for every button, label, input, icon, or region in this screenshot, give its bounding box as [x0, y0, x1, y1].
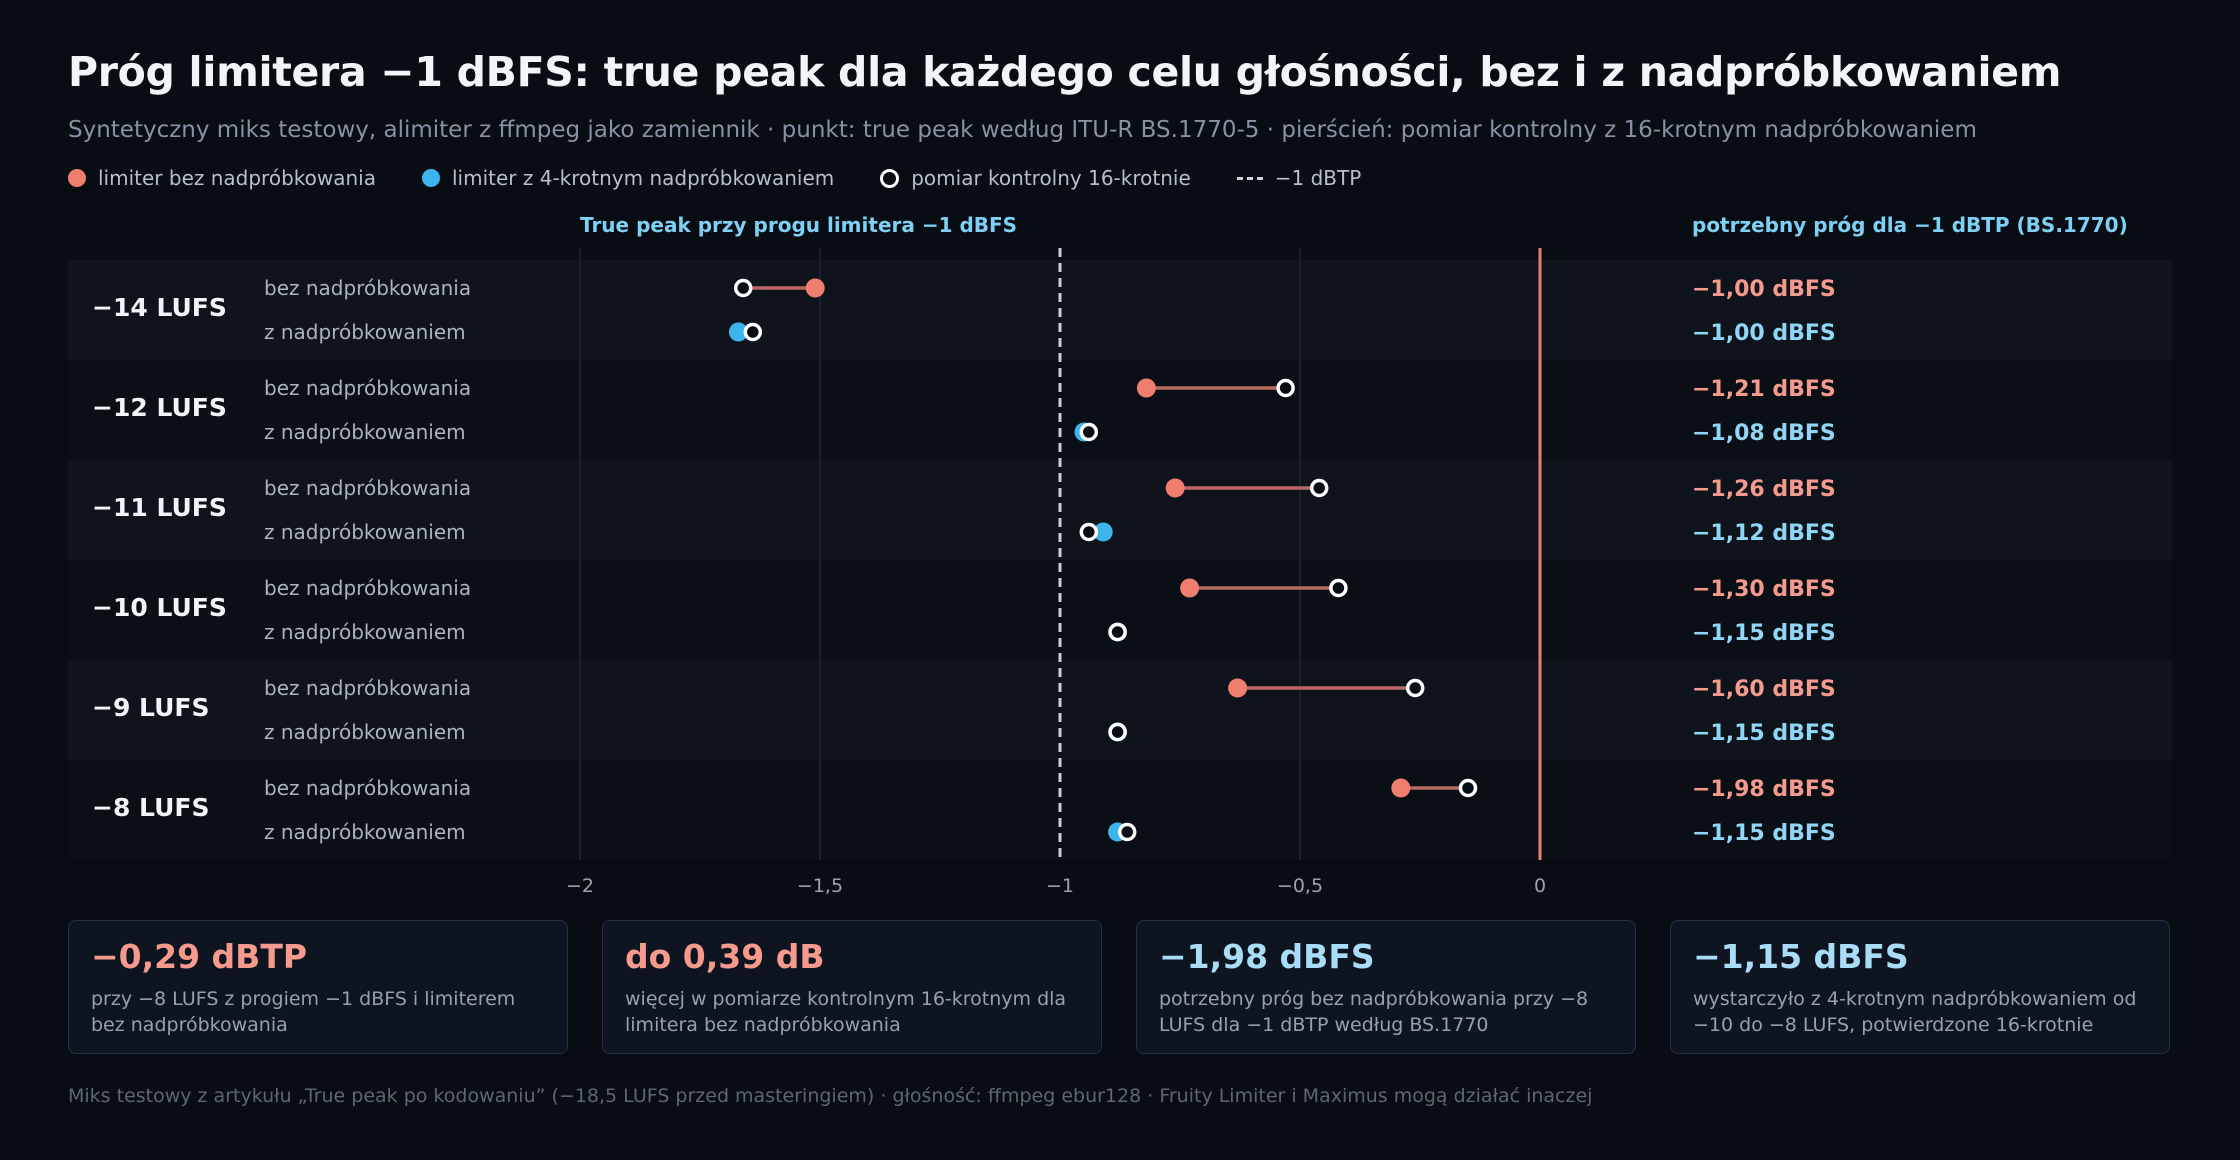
legend: limiter bez nadpróbkowania limiter z 4-k… [68, 165, 1407, 191]
group-bands [68, 260, 2172, 860]
true-peak-point-os4 [728, 322, 748, 342]
card-value: −0,29 dBTP [91, 937, 308, 976]
group-band [68, 360, 2172, 460]
needed-threshold-value: −1,21 dBFS [1692, 377, 1836, 402]
legend-swatch-no-os [68, 169, 86, 187]
chart-labels: −2 −1,5 −1 −0,5 0 −14 LUFS bez nadpróbkowania −… [92, 276, 1836, 897]
needed-threshold-value: −1,30 dBFS [1692, 577, 1836, 602]
row-label: bez nadpróbkowania [264, 376, 471, 400]
true-peak-point-no-os [1391, 778, 1411, 798]
summary-card-4: −1,15 dBFS wystarczyło z 4-krotnym nadpr… [1670, 920, 2170, 1054]
card-description: więcej w pomiarze kontrolnym 16-krotnym … [625, 988, 1067, 1036]
check16-ring [1309, 478, 1329, 498]
check16-ring [1405, 678, 1425, 698]
check16-ring [1079, 522, 1099, 542]
check16-ring [1108, 622, 1127, 642]
needed-threshold-value: −1,15 dBFS [1692, 821, 1836, 846]
check16-ring [733, 278, 753, 298]
page-subtitle: Syntetyczny miks testowy, alimiter z ffm… [68, 117, 1977, 143]
card-description: przy −8 LUFS z progiem −1 dBFS i limiter… [91, 988, 516, 1036]
chart-title: True peak przy progu limitera −1 dBFS [580, 213, 1018, 237]
row-label: z nadpróbkowaniem [264, 420, 466, 444]
true-peak-point-os4 [1093, 522, 1113, 542]
x-tick-label: 0 [1534, 875, 1546, 897]
group-band [68, 560, 2172, 660]
needed-threshold-value: −1,98 dBFS [1692, 777, 1836, 802]
summary-card-3: −1,98 dBFS potrzebny próg bez nadpróbkow… [1136, 920, 1636, 1054]
needed-threshold-value: −1,60 dBFS [1692, 677, 1836, 702]
check16-ring [1079, 422, 1099, 442]
legend-item-no-os: limiter bez nadpróbkowania [68, 166, 376, 190]
legend-item-check16: pomiar kontrolny 16-krotnie [880, 166, 1191, 190]
summary-card-1: −0,29 dBTP przy −8 LUFS z progiem −1 dBF… [68, 920, 568, 1054]
true-peak-point-no-os [805, 278, 825, 298]
check16-ring [1276, 378, 1295, 398]
needed-threshold-value: −1,15 dBFS [1692, 621, 1836, 646]
legend-item-ref: −1 dBTP [1236, 166, 1362, 190]
card-value: −1,98 dBFS [1159, 937, 1375, 976]
x-tick-label: −1,5 [797, 875, 843, 897]
group-band [68, 660, 2172, 760]
needed-threshold-value: −1,12 dBFS [1692, 521, 1836, 546]
check16-ring [1329, 578, 1348, 598]
card-value: −1,15 dBFS [1693, 937, 1909, 976]
legend-swatch-check16 [880, 168, 900, 188]
group-band [68, 760, 2172, 860]
card-value: do 0,39 dB [625, 937, 825, 976]
card-description: potrzebny próg bez nadpróbkowania przy −… [1159, 988, 1589, 1036]
group-label: −8 LUFS [92, 793, 209, 822]
needed-threshold-value: −1,15 dBFS [1692, 721, 1836, 746]
legend-swatch-ref [1236, 176, 1263, 180]
row-label: bez nadpróbkowania [264, 276, 471, 300]
group-label: −10 LUFS [92, 593, 227, 622]
row-label: z nadpróbkowaniem [264, 620, 466, 644]
check16-ring [1117, 822, 1137, 842]
row-label: z nadpróbkowaniem [264, 820, 466, 844]
legend-label-no-os: limiter bez nadpróbkowania [98, 166, 376, 190]
legend-swatch-os4 [421, 169, 440, 187]
row-label: z nadpróbkowaniem [264, 520, 466, 544]
group-band [68, 460, 2172, 560]
true-peak-point-no-os [1165, 478, 1185, 498]
row-label: z nadpróbkowaniem [264, 720, 466, 744]
true-peak-point-no-os [1228, 678, 1248, 698]
x-tick-label: −1 [1046, 875, 1074, 897]
row-label: z nadpróbkowaniem [264, 320, 466, 344]
check16-ring [743, 322, 763, 342]
x-tick-label: −0,5 [1277, 875, 1323, 897]
row-label: bez nadpróbkowania [264, 776, 471, 800]
chart-marks [728, 278, 1478, 842]
legend-item-os4: limiter z 4-krotnym nadpróbkowaniem [421, 166, 835, 190]
needed-threshold-header: potrzebny próg dla −1 dBTP (BS.1770) [1692, 213, 2128, 237]
true-peak-point-no-os [1180, 578, 1200, 598]
page-title: Próg limitera −1 dBFS: true peak dla każ… [68, 48, 2062, 96]
grid-lines [579, 248, 1542, 860]
true-peak-point-no-os [1136, 378, 1156, 398]
needed-threshold-value: −1,08 dBFS [1692, 421, 1836, 446]
x-tick-label: −2 [566, 875, 594, 897]
row-label: bez nadpróbkowania [264, 676, 471, 700]
summary-card-2: do 0,39 dB więcej w pomiarze kontrolnym … [602, 920, 1102, 1054]
check16-ring [1108, 722, 1127, 742]
check16-ring [1458, 778, 1478, 798]
group-label: −9 LUFS [92, 693, 209, 722]
group-label: −14 LUFS [92, 293, 227, 322]
legend-label-ref: −1 dBTP [1274, 166, 1362, 190]
needed-threshold-value: −1,00 dBFS [1692, 321, 1836, 346]
needed-threshold-value: −1,26 dBFS [1692, 477, 1836, 502]
legend-label-os4: limiter z 4-krotnym nadpróbkowaniem [451, 166, 835, 190]
footer-note: Miks testowy z artykułu „True peak po ko… [68, 1085, 1593, 1107]
group-label: −11 LUFS [92, 493, 227, 522]
row-label: bez nadpróbkowania [264, 576, 471, 600]
group-band [68, 260, 2172, 360]
group-label: −12 LUFS [92, 393, 227, 422]
legend-label-check16: pomiar kontrolny 16-krotnie [911, 166, 1191, 190]
card-description: wystarczyło z 4-krotnym nadpróbkowaniem … [1693, 988, 2137, 1036]
row-label: bez nadpróbkowania [264, 476, 471, 500]
summary-cards: −0,29 dBTP przy −8 LUFS z progiem −1 dBF… [68, 920, 2172, 1056]
needed-threshold-value: −1,00 dBFS [1692, 277, 1836, 302]
